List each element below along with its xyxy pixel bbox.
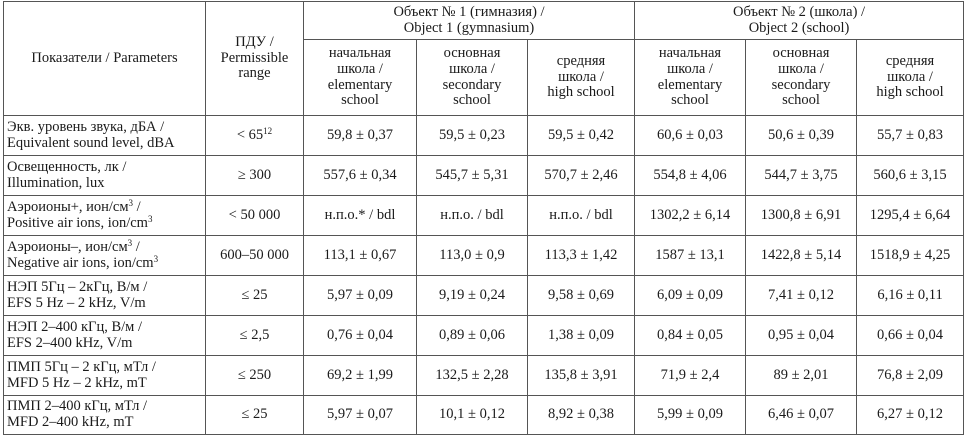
value-cell: н.п.о. / bdl — [526, 195, 636, 236]
value-cell: 557,6 ± 0,34 — [303, 155, 417, 196]
header-secondary-school: основная школа / secondary school — [745, 39, 858, 116]
value-cell: 89 ± 2,01 — [745, 355, 858, 396]
value-cell: 544,7 ± 3,75 — [745, 155, 858, 196]
value-cell: 60,6 ± 0,03 — [634, 115, 747, 156]
table-row: ПМП 2–400 кГц, мТл / MFD 2–400 kHz, mT ≤ … — [3, 395, 965, 435]
value-cell: 5,97 ± 0,09 — [303, 275, 417, 316]
header-high-school: средняя школа / high school — [526, 39, 636, 116]
value-cell: н.п.о.* / bdl — [303, 195, 417, 236]
limit-cell: < 50 000 — [205, 195, 304, 236]
value-cell: 113,1 ± 0,67 — [303, 235, 417, 276]
value-cell: 1587 ± 13,1 — [634, 235, 747, 276]
value-cell: 560,6 ± 3,15 — [856, 155, 965, 196]
value-cell: 0,66 ± 0,04 — [856, 315, 965, 356]
value-cell: 135,8 ± 3,91 — [526, 355, 636, 396]
table-row: НЭП 2–400 кГц, В/м / EFS 2–400 kHz, V/m ≤… — [3, 315, 965, 356]
value-cell: 1302,2 ± 6,14 — [634, 195, 747, 236]
value-cell: 1300,8 ± 6,91 — [745, 195, 858, 236]
value-cell: н.п.о. / bdl — [416, 195, 528, 236]
value-cell: 10,1 ± 0,12 — [416, 395, 528, 435]
value-cell: 554,8 ± 4,06 — [634, 155, 747, 196]
value-cell: 0,95 ± 0,04 — [745, 315, 858, 356]
table-row: ПМП 5Гц – 2 кГц, мТл / MFD 5 Hz – 2 kHz, … — [3, 355, 965, 396]
value-cell: 6,16 ± 0,11 — [856, 275, 965, 316]
value-cell: 113,0 ± 0,9 — [416, 235, 528, 276]
value-cell: 0,84 ± 0,05 — [634, 315, 747, 356]
value-cell: 1295,4 ± 6,64 — [856, 195, 965, 236]
value-cell: 6,46 ± 0,07 — [745, 395, 858, 435]
value-cell: 8,92 ± 0,38 — [526, 395, 636, 435]
value-cell: 0,89 ± 0,06 — [416, 315, 528, 356]
parameter-cell: Освещенность, лк / Illumination, lux — [3, 155, 206, 196]
header-elementary-school: начальная школа / elementary school — [634, 39, 747, 116]
value-cell: 132,5 ± 2,28 — [416, 355, 528, 396]
value-cell: 59,8 ± 0,37 — [303, 115, 417, 156]
value-cell: 6,27 ± 0,12 — [856, 395, 965, 435]
value-cell: 6,09 ± 0,09 — [634, 275, 747, 316]
value-cell: 50,6 ± 0,39 — [745, 115, 858, 156]
value-cell: 55,7 ± 0,83 — [856, 115, 965, 156]
value-cell: 545,7 ± 5,31 — [416, 155, 528, 196]
value-cell: 570,7 ± 2,46 — [526, 155, 636, 196]
table-row: Освещенность, лк / Illumination, lux ≥ 30… — [3, 155, 965, 196]
table-row: Аэроионы+, ион/см3 /Positive air ions, i… — [3, 195, 965, 236]
value-cell: 71,9 ± 2,4 — [634, 355, 747, 396]
header-object-2: Объект № 2 (школа) / Object 2 (school) — [634, 1, 965, 40]
header-limit: ПДУ / Permissible range — [205, 1, 304, 116]
limit-cell: ≤ 25 — [205, 275, 304, 316]
value-cell: 5,99 ± 0,09 — [634, 395, 747, 435]
value-cell: 59,5 ± 0,23 — [416, 115, 528, 156]
table-row: НЭП 5Гц – 2кГц, В/м / EFS 5 Hz – 2 kHz, V… — [3, 275, 965, 316]
parameter-cell: ПМП 2–400 кГц, мТл / MFD 2–400 kHz, mT — [3, 395, 206, 435]
value-cell: 1,38 ± 0,09 — [526, 315, 636, 356]
table-row: Экв. уровень звука, дБА / Equivalent soun… — [3, 115, 965, 156]
value-cell: 113,3 ± 1,42 — [526, 235, 636, 276]
value-cell: 5,97 ± 0,07 — [303, 395, 417, 435]
parameters-table: Показатели / Parameters ПДУ / Permissibl… — [3, 1, 965, 435]
limit-cell: ≥ 300 — [205, 155, 304, 196]
value-cell: 59,5 ± 0,42 — [526, 115, 636, 156]
value-cell: 9,58 ± 0,69 — [526, 275, 636, 316]
parameter-cell: Аэроионы+, ион/см3 /Positive air ions, i… — [3, 195, 206, 236]
limit-cell: ≤ 2,5 — [205, 315, 304, 356]
header-object-1: Объект № 1 (гимназия) / Object 1 (gymnas… — [302, 1, 636, 40]
value-cell: 76,8 ± 2,09 — [856, 355, 965, 396]
header-elementary-school: начальная школа / elementary school — [303, 39, 417, 116]
value-cell: 69,2 ± 1,99 — [303, 355, 417, 396]
value-cell: 7,41 ± 0,12 — [745, 275, 858, 316]
header-high-school: средняя школа / high school — [856, 39, 965, 116]
value-cell: 0,76 ± 0,04 — [303, 315, 417, 356]
limit-cell: < 6512 — [205, 115, 304, 156]
limit-cell: ≤ 25 — [205, 395, 304, 435]
limit-cell: 600–50 000 — [205, 235, 304, 276]
parameter-cell: Аэроионы–, ион/см3 /Negative air ions, i… — [3, 235, 206, 276]
value-cell: 1518,9 ± 4,25 — [856, 235, 965, 276]
value-cell: 1422,8 ± 5,14 — [745, 235, 858, 276]
parameter-cell: НЭП 5Гц – 2кГц, В/м / EFS 5 Hz – 2 kHz, V… — [3, 275, 206, 316]
table-row: Аэроионы–, ион/см3 /Negative air ions, i… — [3, 235, 965, 276]
header-secondary-school: основная школа / secondary school — [416, 39, 528, 116]
parameter-cell: Экв. уровень звука, дБА / Equivalent soun… — [3, 115, 206, 156]
parameter-cell: ПМП 5Гц – 2 кГц, мТл / MFD 5 Hz – 2 kHz, … — [3, 355, 206, 396]
value-cell: 9,19 ± 0,24 — [416, 275, 528, 316]
header-indicator: Показатели / Parameters — [3, 1, 206, 116]
limit-cell: ≤ 250 — [205, 355, 304, 396]
parameter-cell: НЭП 2–400 кГц, В/м / EFS 2–400 kHz, V/m — [3, 315, 206, 356]
